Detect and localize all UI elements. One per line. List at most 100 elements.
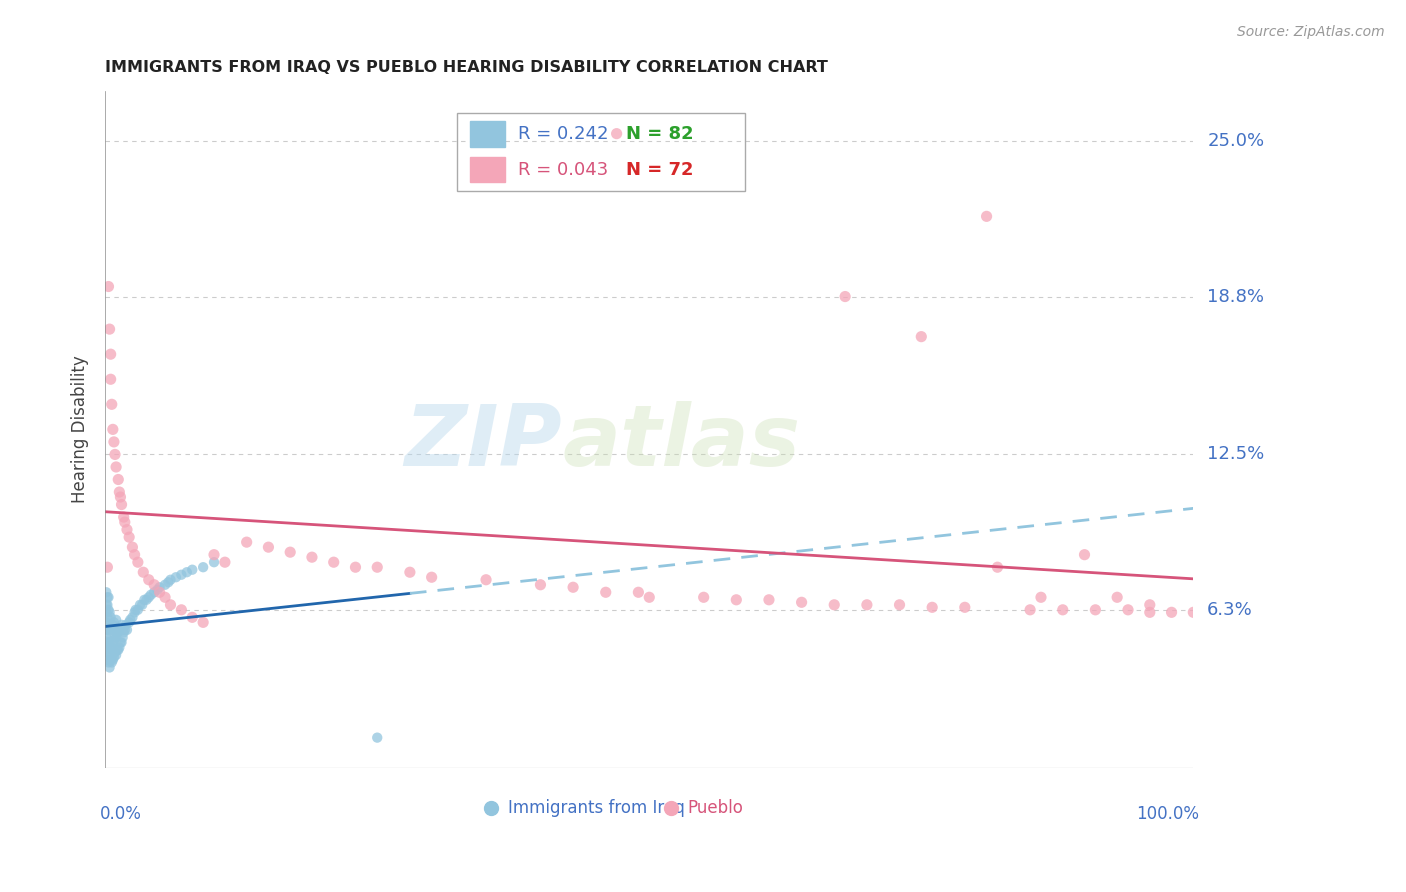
Point [97,603,120,617]
Point [115,618,138,632]
Point [120,613,142,627]
Point [112,625,135,640]
Text: Immigrants from Iraq: Immigrants from Iraq [508,799,685,817]
Point [107,643,129,657]
Point [96,635,118,649]
Point [475,573,498,587]
Text: 100.0%: 100.0% [1136,805,1199,823]
Text: R = 0.242: R = 0.242 [517,126,609,144]
Point [96,643,118,657]
Point [134,592,156,607]
Point [257,540,280,554]
Point [105,460,128,475]
Point [143,585,166,599]
Bar [457,113,745,191]
Bar [470,157,505,182]
Point [96,623,118,637]
Point [103,632,125,647]
Point [97,591,120,605]
Point [138,573,160,587]
Point [97,656,120,670]
Point [105,643,128,657]
Point [105,613,128,627]
Point [135,592,157,607]
Point [97,645,120,659]
Point [834,289,856,303]
Point [104,645,127,659]
Point [118,530,141,544]
Point [191,560,214,574]
Point [121,540,143,554]
Point [344,560,367,574]
Point [235,535,257,549]
Point [96,631,118,645]
Point [138,591,160,605]
Point [96,615,118,630]
Point [96,598,118,612]
Point [176,566,198,580]
Point [115,523,138,537]
Point [98,660,121,674]
Point [562,580,585,594]
Point [101,653,124,667]
Point [725,592,748,607]
Point [1073,548,1095,562]
Point [110,635,132,649]
Point [100,610,122,624]
Point [1052,603,1074,617]
Text: Pueblo: Pueblo [688,799,744,817]
Point [98,648,121,662]
Point [153,578,176,592]
Text: 12.5%: 12.5% [1208,445,1264,464]
Point [107,473,129,487]
Point [953,600,976,615]
Point [420,570,443,584]
Point [96,585,118,599]
Point [96,623,118,637]
Point [98,635,121,649]
Point [103,650,125,665]
Point [986,560,1008,574]
Point [97,279,120,293]
Point [159,598,181,612]
Point [910,329,932,343]
Point [1139,605,1161,619]
Point [114,515,136,529]
Point [638,591,661,605]
Point [118,615,141,630]
Point [627,585,650,599]
Point [758,592,780,607]
Text: IMMIGRANTS FROM IRAQ VS PUEBLO HEARING DISABILITY CORRELATION CHART: IMMIGRANTS FROM IRAQ VS PUEBLO HEARING D… [105,60,828,75]
Point [1029,591,1052,605]
Point [214,555,236,569]
Point [104,628,127,642]
Point [103,615,125,630]
Y-axis label: Hearing Disability: Hearing Disability [72,356,89,503]
Point [399,566,422,580]
Point [101,422,124,436]
Point [1160,605,1182,619]
Point [96,591,118,605]
Point [149,580,172,594]
Point [96,605,118,619]
Point [98,620,121,634]
Point [1019,603,1042,617]
Text: 18.8%: 18.8% [1208,287,1264,306]
Point [96,640,118,655]
Point [595,585,617,599]
Point [322,555,344,569]
Point [170,603,193,617]
Point [105,625,128,640]
Text: N = 72: N = 72 [627,161,695,178]
Point [159,573,181,587]
Point [124,605,146,619]
Point [790,595,813,609]
Point [1116,603,1139,617]
Point [202,548,225,562]
Point [127,603,149,617]
Point [98,605,121,619]
Point [1084,603,1107,617]
Point [1182,605,1205,619]
Point [107,625,129,640]
Point [101,635,124,649]
